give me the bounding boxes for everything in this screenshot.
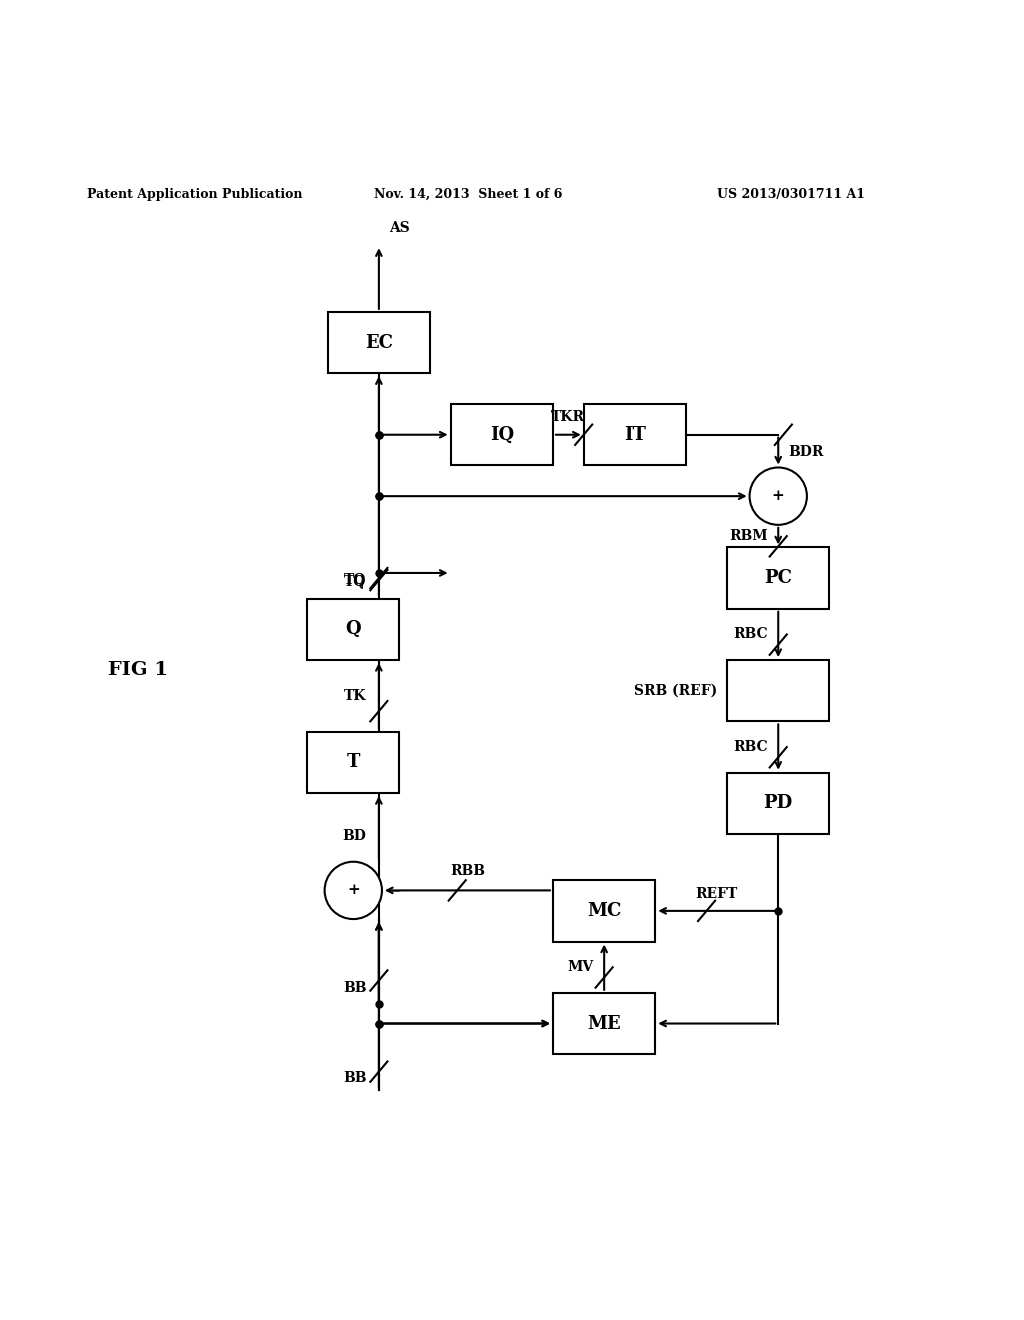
Text: TKR: TKR xyxy=(551,411,586,425)
Text: IQ: IQ xyxy=(489,426,514,444)
Bar xyxy=(584,404,686,466)
Text: EC: EC xyxy=(365,334,393,351)
Text: RBC: RBC xyxy=(733,627,768,642)
Text: MV: MV xyxy=(567,960,594,974)
Text: RBB: RBB xyxy=(450,865,485,878)
Text: SRB (REF): SRB (REF) xyxy=(634,684,717,698)
Bar xyxy=(307,731,399,793)
Text: T: T xyxy=(346,754,360,771)
Text: BD: BD xyxy=(343,829,367,843)
Circle shape xyxy=(750,467,807,525)
Bar xyxy=(727,772,829,834)
Text: AS: AS xyxy=(389,220,410,235)
Bar xyxy=(553,880,655,941)
Text: PC: PC xyxy=(764,569,793,587)
Bar xyxy=(328,312,430,374)
Text: US 2013/0301711 A1: US 2013/0301711 A1 xyxy=(717,187,865,201)
Text: TQ: TQ xyxy=(344,574,367,589)
Bar xyxy=(553,993,655,1055)
Text: RBC: RBC xyxy=(733,741,768,754)
Text: RBM: RBM xyxy=(729,529,768,543)
Text: −: − xyxy=(389,883,400,898)
Text: Q: Q xyxy=(345,620,361,639)
Text: BDR: BDR xyxy=(788,445,824,459)
Bar xyxy=(727,548,829,609)
Text: ME: ME xyxy=(588,1015,621,1032)
Text: TQ: TQ xyxy=(344,573,367,586)
Text: MC: MC xyxy=(587,902,622,920)
Circle shape xyxy=(325,862,382,919)
Bar xyxy=(307,598,399,660)
Bar xyxy=(451,404,553,466)
Text: BB: BB xyxy=(343,981,367,995)
Text: BB: BB xyxy=(343,1071,367,1085)
Bar xyxy=(727,660,829,722)
Text: +: + xyxy=(772,490,784,503)
Text: PD: PD xyxy=(764,795,793,812)
Text: Nov. 14, 2013  Sheet 1 of 6: Nov. 14, 2013 Sheet 1 of 6 xyxy=(374,187,562,201)
Text: TK: TK xyxy=(344,689,367,702)
Text: +: + xyxy=(347,883,359,898)
Text: REFT: REFT xyxy=(695,887,738,900)
Text: IT: IT xyxy=(624,426,646,444)
Text: FIG 1: FIG 1 xyxy=(109,661,168,680)
Text: Patent Application Publication: Patent Application Publication xyxy=(87,187,302,201)
